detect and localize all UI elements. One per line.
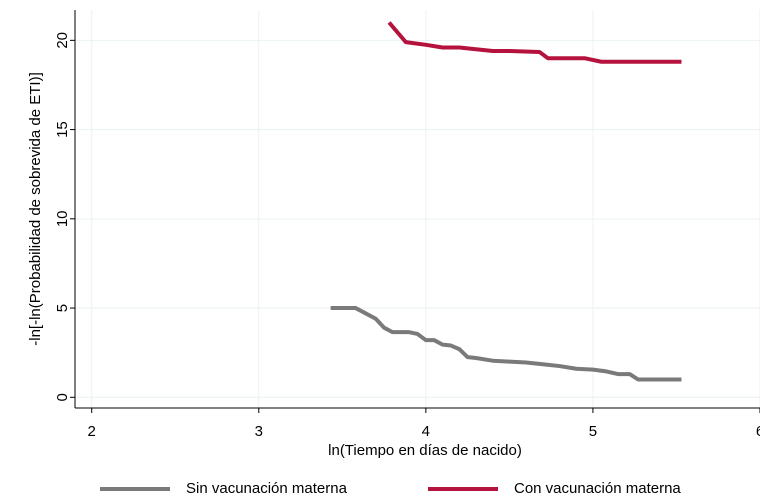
legend-label: Sin vacunación materna [186,480,348,497]
y-axis-label: -ln[-ln(Probabilidad de sobrevida de ETI… [27,72,44,345]
line-series [387,21,682,64]
x-tick-label: 4 [422,423,430,440]
legend-label: Con vacunación materna [514,480,681,497]
x-tick-label: 2 [88,423,96,440]
y-tick-label: 10 [54,210,71,227]
y-tick-label: 5 [54,304,71,312]
x-tick-label: 3 [255,423,263,440]
y-tick-label: 0 [54,393,71,401]
y-tick-label: 20 [54,32,71,49]
x-tick-label: 5 [589,423,597,440]
x-axis-label: ln(Tiempo en días de nacido) [328,442,522,459]
y-tick-label: 15 [54,121,71,138]
line-series [330,306,682,382]
x-tick-label: 6 [756,423,760,440]
